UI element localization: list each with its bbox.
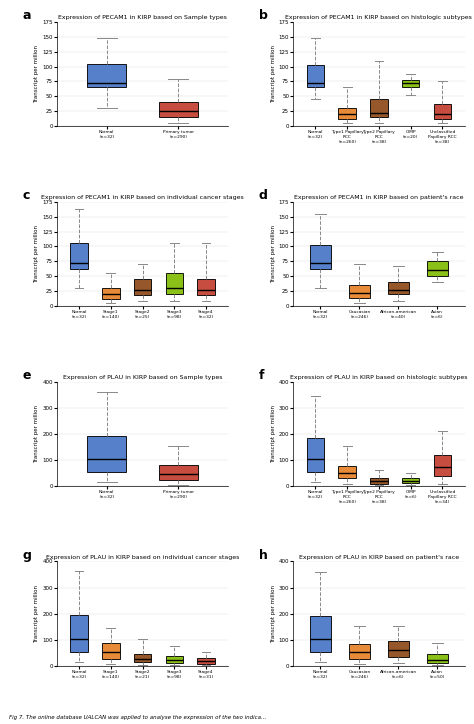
Y-axis label: Transcript per million: Transcript per million: [35, 405, 39, 463]
PathPatch shape: [134, 654, 151, 662]
Y-axis label: Transcript per million: Transcript per million: [271, 45, 276, 103]
PathPatch shape: [434, 104, 451, 119]
Y-axis label: Transcript per million: Transcript per million: [271, 585, 276, 643]
PathPatch shape: [338, 466, 356, 479]
PathPatch shape: [349, 644, 370, 659]
Text: g: g: [23, 549, 31, 562]
Text: e: e: [23, 369, 31, 382]
PathPatch shape: [165, 274, 183, 294]
Title: Expression of PECAM1 in KIRP based on histologic subtypes: Expression of PECAM1 in KIRP based on hi…: [285, 15, 472, 20]
PathPatch shape: [434, 455, 451, 476]
Y-axis label: Transcript per million: Transcript per million: [271, 405, 276, 463]
PathPatch shape: [388, 282, 409, 294]
PathPatch shape: [70, 615, 88, 652]
PathPatch shape: [159, 466, 198, 479]
PathPatch shape: [307, 64, 324, 88]
PathPatch shape: [102, 643, 119, 659]
Title: Expression of PLAU in KIRP based on histologic subtypes: Expression of PLAU in KIRP based on hist…: [290, 375, 468, 380]
PathPatch shape: [87, 64, 127, 88]
Y-axis label: Transcript per million: Transcript per million: [35, 45, 39, 103]
PathPatch shape: [370, 99, 388, 117]
PathPatch shape: [134, 279, 151, 295]
Title: Expression of PLAU in KIRP based on patient's race: Expression of PLAU in KIRP based on pati…: [299, 555, 459, 560]
Text: Fig 7. The online database UALCAN was applied to analyse the expression of the t: Fig 7. The online database UALCAN was ap…: [9, 715, 267, 720]
Text: c: c: [23, 189, 30, 202]
Title: Expression of PLAU in KIRP based on Sample types: Expression of PLAU in KIRP based on Samp…: [63, 375, 222, 380]
PathPatch shape: [388, 641, 409, 657]
Text: a: a: [23, 9, 31, 22]
PathPatch shape: [310, 616, 331, 652]
Y-axis label: Transcript per million: Transcript per million: [271, 225, 276, 283]
Y-axis label: Transcript per million: Transcript per million: [35, 585, 39, 643]
PathPatch shape: [310, 245, 331, 269]
Text: d: d: [259, 189, 268, 202]
PathPatch shape: [197, 279, 215, 295]
PathPatch shape: [165, 656, 183, 663]
Title: Expression of PECAM1 in KIRP based on individual cancer stages: Expression of PECAM1 in KIRP based on in…: [41, 195, 244, 200]
PathPatch shape: [370, 479, 388, 484]
PathPatch shape: [427, 654, 448, 663]
Title: Expression of PECAM1 in KIRP based on Sample types: Expression of PECAM1 in KIRP based on Sa…: [58, 15, 227, 20]
PathPatch shape: [159, 102, 198, 117]
PathPatch shape: [427, 261, 448, 277]
PathPatch shape: [402, 80, 419, 88]
PathPatch shape: [197, 658, 215, 664]
Title: Expression of PLAU in KIRP based on individual cancer stages: Expression of PLAU in KIRP based on indi…: [46, 555, 239, 560]
PathPatch shape: [87, 437, 127, 472]
PathPatch shape: [307, 438, 324, 472]
Title: Expression of PECAM1 in KIRP based on patient's race: Expression of PECAM1 in KIRP based on pa…: [294, 195, 464, 200]
PathPatch shape: [402, 478, 419, 483]
Text: h: h: [259, 549, 268, 562]
PathPatch shape: [102, 288, 119, 299]
Y-axis label: Transcript per million: Transcript per million: [35, 225, 39, 283]
PathPatch shape: [338, 109, 356, 119]
PathPatch shape: [70, 243, 88, 269]
Text: f: f: [259, 369, 264, 382]
Text: b: b: [259, 9, 268, 22]
PathPatch shape: [349, 285, 370, 298]
